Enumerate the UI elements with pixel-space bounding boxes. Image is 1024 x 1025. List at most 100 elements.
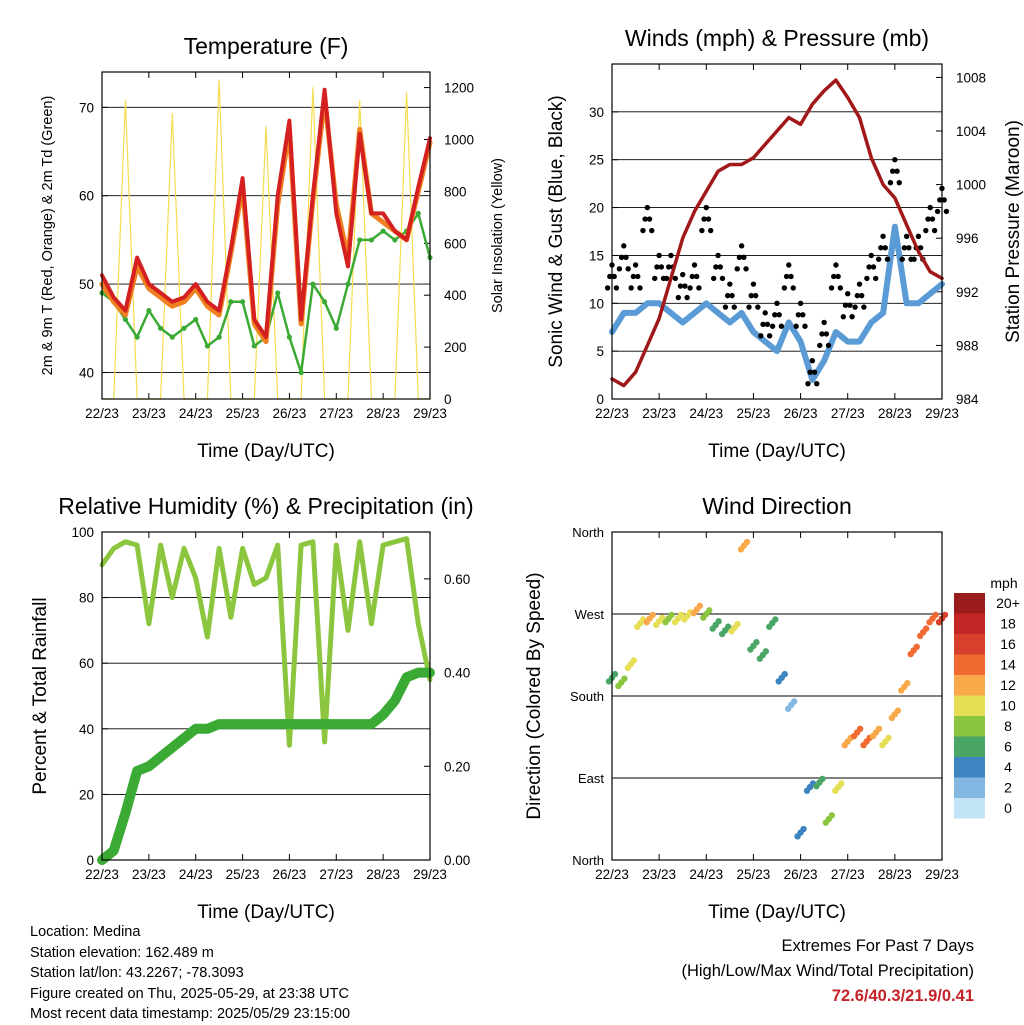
y-tick-label: East: [578, 771, 604, 786]
gust-point: [722, 304, 729, 310]
gust-point: [800, 312, 806, 318]
created-text: Figure created on Thu, 2025-05-29, at 23…: [30, 985, 349, 1002]
gust-point: [790, 285, 796, 291]
y-tick-label: 10: [589, 296, 604, 311]
y-tick-label: 60: [79, 189, 94, 204]
gust-point: [811, 369, 818, 375]
gust-point: [727, 281, 733, 287]
direction-point: [828, 812, 836, 819]
direction-point: [696, 602, 704, 609]
gust-point: [762, 310, 768, 316]
y-tick-label: 20: [79, 787, 94, 802]
dewpoint-point: [380, 228, 386, 234]
gust-point: [694, 273, 700, 280]
series-station-pressure: [610, 78, 944, 388]
gust-point: [923, 227, 929, 234]
y2-tick-label: 0.00: [444, 853, 470, 868]
dewpoint-point: [193, 316, 199, 323]
gust-point: [864, 275, 870, 282]
dewpoint-point: [157, 325, 164, 331]
direction-point: [819, 775, 826, 783]
legend-label: 16: [1000, 636, 1016, 652]
y-tick-label: 100: [71, 525, 94, 540]
series-temp-9m: [99, 96, 433, 345]
gust-point: [750, 281, 757, 287]
humidity-panel: Relative Humidity (%) & Precipitation (i…: [30, 493, 474, 923]
temperature-y2label: Solar Insolation (Yellow): [490, 158, 506, 313]
direction-point: [894, 707, 902, 714]
gust-point: [872, 275, 879, 282]
y2-tick-label: 1200: [444, 81, 474, 96]
y-tick-label: West: [575, 607, 605, 622]
dewpoint-point: [275, 290, 281, 296]
gust-point: [736, 254, 743, 261]
dewpoint-point: [321, 299, 328, 305]
y2-tick-label: 0: [444, 392, 452, 407]
gust-point: [915, 233, 922, 239]
gust-point: [797, 300, 804, 306]
gust-point: [764, 321, 771, 328]
gust-point: [715, 252, 721, 259]
direction-point: [875, 725, 883, 732]
direction-point: [715, 618, 722, 625]
gust-point: [929, 216, 936, 222]
gust-point: [870, 264, 877, 270]
humidity-xlabel: Time (Day/UTC): [197, 902, 335, 923]
gust-point: [649, 227, 655, 234]
y-tick-label: 60: [79, 656, 94, 671]
series-relative-humidity: [99, 536, 433, 748]
x-tick-label: 25/23: [226, 406, 260, 421]
gust-point: [887, 179, 894, 186]
gust-point: [755, 304, 761, 310]
legend-swatch: [954, 798, 985, 819]
y-tick-label: 0: [596, 392, 604, 407]
extremes-values: 72.6/40.3/21.9/0.41: [831, 987, 974, 1005]
gust-point: [884, 256, 891, 262]
dewpoint-point: [357, 237, 363, 243]
gust-point: [699, 227, 705, 234]
y-tick-label: 40: [79, 722, 94, 737]
legend-label: 20+: [996, 595, 1020, 611]
x-tick-label: 29/23: [413, 867, 447, 882]
x-tick-label: 22/23: [85, 867, 119, 882]
gust-point: [689, 273, 695, 280]
winds-title: Winds (mph) & Pressure (mb): [625, 25, 929, 51]
x-tick-label: 22/23: [85, 406, 119, 421]
gust-point: [892, 157, 898, 163]
dewpoint-point: [310, 281, 316, 287]
plot-border: [611, 531, 943, 861]
direction-point: [611, 670, 619, 678]
series-temp-2m: [100, 87, 432, 340]
legend-swatch: [954, 593, 985, 614]
gust-point: [654, 264, 660, 270]
y-tick-label: 30: [589, 105, 604, 120]
x-tick-label: 24/23: [689, 867, 723, 882]
x-tick-label: 28/23: [366, 867, 400, 882]
legend-label: 14: [1000, 657, 1016, 673]
gust-point: [837, 285, 844, 291]
gust-point: [684, 294, 690, 301]
legend-label: 8: [1004, 718, 1012, 734]
plot-border: [611, 63, 943, 400]
y2-tick-label: 984: [956, 392, 979, 407]
gust-point: [677, 283, 684, 289]
y2-tick-label: 0.40: [444, 666, 470, 681]
gust-point: [835, 273, 841, 280]
gust-point: [783, 273, 790, 280]
gust-point: [758, 333, 764, 339]
gust-point: [795, 312, 802, 318]
station-info: Location: Medina Station elevation: 162.…: [30, 922, 350, 1025]
gust-point: [875, 256, 882, 262]
x-tick-label: 23/23: [642, 406, 676, 421]
x-tick-label: 29/23: [925, 406, 959, 421]
y-tick-label: 15: [589, 248, 604, 263]
dewpoint-point: [251, 343, 257, 349]
gust-point: [859, 292, 865, 299]
legend-label: 0: [1004, 800, 1012, 816]
elevation-text: Station elevation: 162.489 m: [30, 944, 214, 961]
gust-point: [943, 208, 950, 215]
gust-point: [828, 285, 835, 291]
temperature-ylabel: 2m & 9m T (Red, Orange) & 2m Td (Green): [40, 96, 56, 376]
gust-point: [743, 266, 749, 272]
location-text: Location: Medina: [30, 924, 141, 940]
